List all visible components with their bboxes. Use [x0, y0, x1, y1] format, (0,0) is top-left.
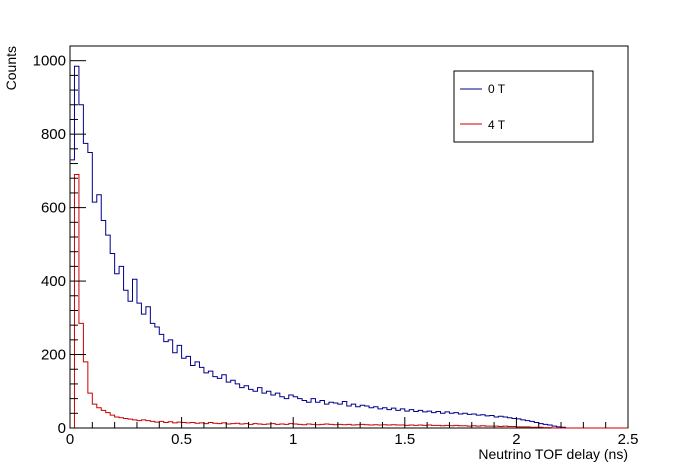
y-tick-label: 1000 — [33, 53, 66, 70]
series-1 — [70, 174, 628, 429]
legend-box — [453, 70, 594, 143]
legend: 0 T 4 T — [453, 70, 594, 143]
legend-label-4t: 4 T — [488, 118, 506, 132]
axes-layer: 0 200 400 600 800 1000 0 0.5 1 1.5 2 2.5 — [33, 45, 639, 448]
y-tick-label: 400 — [41, 273, 66, 290]
y-tick-label: 600 — [41, 200, 66, 217]
y-tick-label: 0 — [58, 420, 66, 437]
x-tick-label: 0.5 — [171, 431, 192, 448]
x-tick-label: 2 — [512, 431, 520, 448]
x-tick-label: 2.5 — [618, 431, 639, 448]
x-axis-title: Neutrino TOF delay (ns) — [478, 446, 628, 462]
histogram-step-line — [70, 174, 628, 429]
x-tick-label: 1 — [289, 431, 297, 448]
histogram-step-line — [70, 65, 628, 429]
x-tick-label: 1.5 — [394, 431, 415, 448]
legend-label-0t: 0 T — [488, 82, 506, 96]
series-0 — [70, 65, 628, 429]
y-tick-label: 800 — [41, 126, 66, 143]
y-axis-title: Counts — [3, 46, 19, 90]
x-tick-label: 0 — [66, 431, 74, 448]
y-tick-label: 200 — [41, 347, 66, 364]
